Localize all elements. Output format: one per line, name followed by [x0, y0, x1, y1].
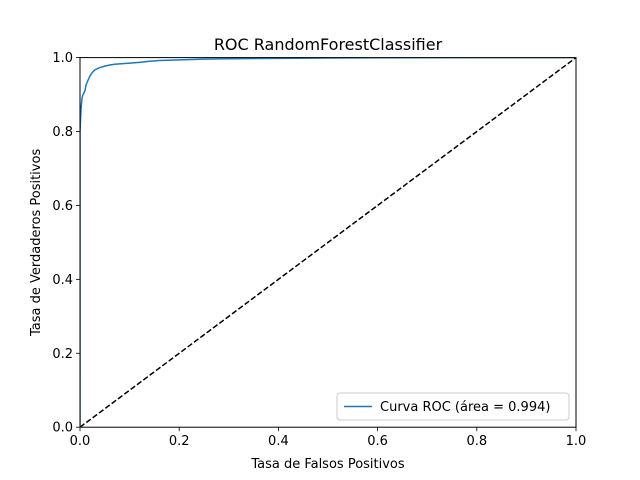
y-tick-label: 0.4 — [52, 273, 73, 288]
x-tick-label: 0.0 — [70, 434, 91, 449]
x-axis-label: Tasa de Falsos Positivos — [250, 457, 405, 472]
x-tick-label: 1.0 — [566, 434, 587, 449]
x-tick-label: 0.6 — [367, 434, 388, 449]
x-tick-label: 0.2 — [169, 434, 190, 449]
plot-area — [79, 57, 577, 428]
y-tick-label: 0.8 — [52, 125, 73, 140]
y-tick-label: 0.0 — [52, 421, 73, 436]
chart-title: ROC RandomForestClassifier — [214, 35, 443, 54]
roc-curve-line — [80, 57, 576, 428]
legend-box — [336, 392, 570, 421]
legend-label: Curva ROC (área = 0.994) — [380, 400, 550, 415]
x-tick-label: 0.8 — [466, 434, 487, 449]
x-axis: 0.0 0.2 0.4 0.6 0.8 1.0 — [70, 427, 587, 449]
legend: Curva ROC (área = 0.994) — [336, 392, 570, 421]
y-tick-label: 1.0 — [52, 51, 73, 66]
y-tick-label: 0.6 — [52, 199, 73, 214]
axes-frame — [79, 57, 577, 428]
x-tick-label: 0.4 — [268, 434, 289, 449]
y-tick-label: 0.2 — [52, 347, 73, 362]
y-axis: 0.0 0.2 0.4 0.6 0.8 1.0 — [52, 51, 80, 436]
chance-diagonal-line — [80, 57, 576, 428]
series-layer — [80, 57, 576, 428]
y-axis-label: Tasa de Verdaderos Positivos — [29, 149, 44, 337]
